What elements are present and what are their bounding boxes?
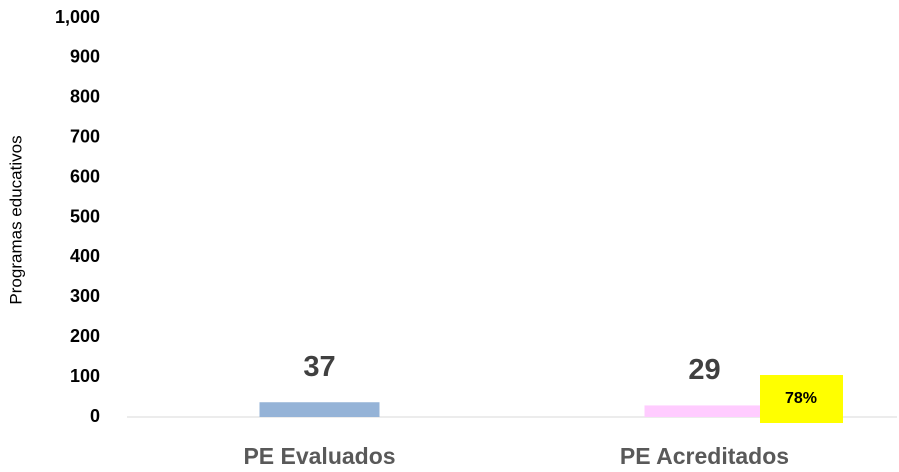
y-tick-label: 500 (70, 206, 100, 226)
y-tick-label: 1,000 (55, 7, 100, 27)
data-label: 29 (688, 354, 720, 386)
bar (644, 405, 765, 417)
y-tick-label: 400 (70, 246, 100, 266)
y-tick-label: 100 (70, 366, 100, 386)
data-label: 37 (303, 351, 335, 383)
y-tick-label: 300 (70, 286, 100, 306)
y-tick-label: 900 (70, 47, 100, 67)
annotation: 78% (785, 390, 817, 407)
y-tick-label: 700 (70, 126, 100, 146)
y-axis-title: Programas educativos (6, 135, 25, 304)
y-tick-label: 0 (90, 406, 100, 426)
y-tick-label: 600 (70, 166, 100, 186)
x-tick-label: PE Acreditados (620, 443, 789, 469)
x-tick-label: PE Evaluados (243, 443, 395, 469)
annotation-box (760, 375, 843, 423)
y-tick-label: 200 (70, 326, 100, 346)
bar (259, 402, 380, 417)
y-tick-label: 800 (70, 87, 100, 107)
